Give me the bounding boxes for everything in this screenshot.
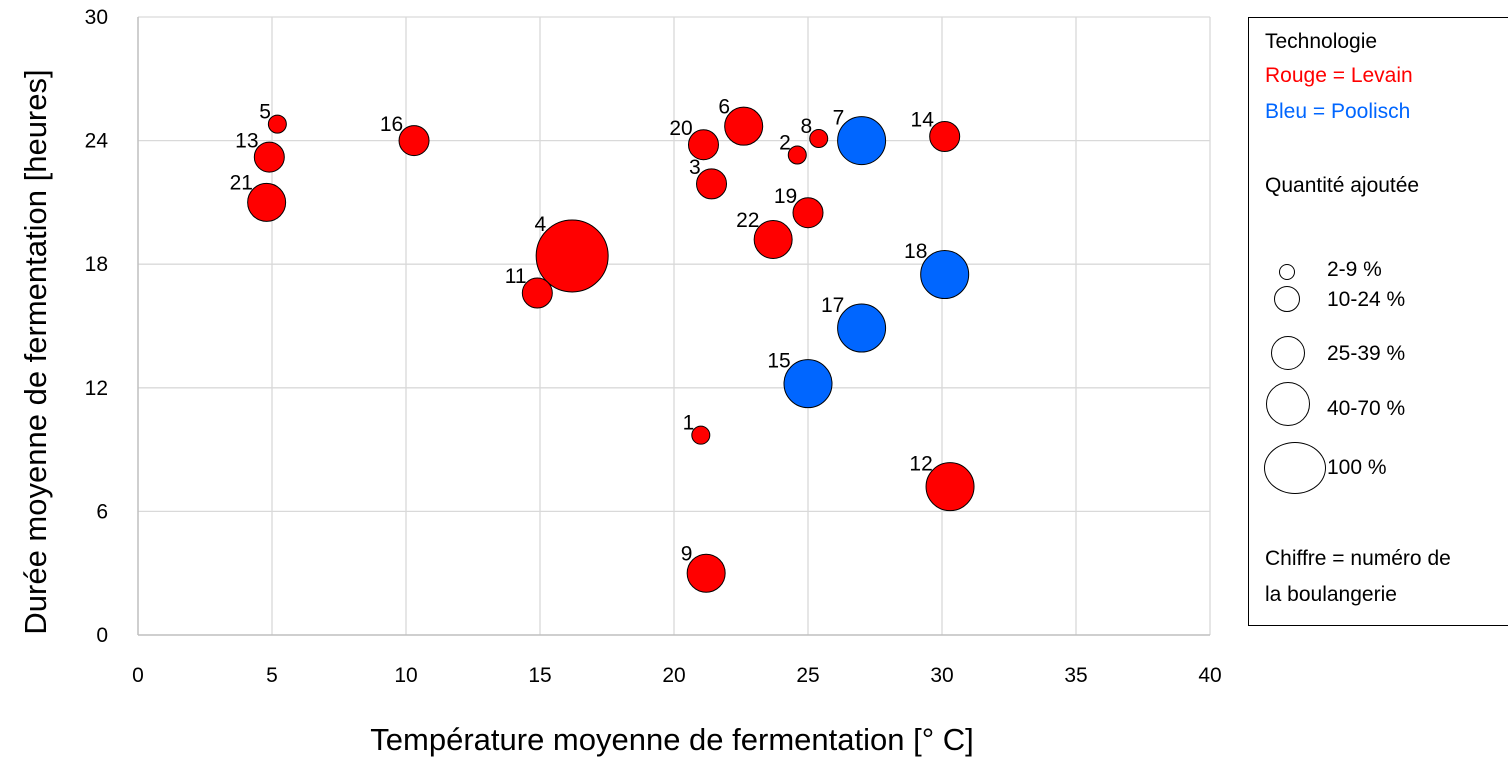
grid-lines (138, 16, 1211, 635)
bubble-13 (253, 141, 285, 173)
bubble-22 (753, 219, 793, 259)
legend-note-line1: Chiffre = numéro de (1265, 547, 1451, 570)
legend-size-label-2: 10-24 % (1327, 288, 1406, 311)
bubbles (247, 106, 975, 593)
bubble-6 (724, 106, 764, 146)
bubble-21 (247, 182, 287, 222)
bubble-15 (783, 359, 833, 409)
x-tick-label: 15 (528, 664, 551, 687)
bubble-label-8: 8 (801, 115, 813, 138)
legend-note-line2: la boulangerie (1265, 583, 1397, 606)
bubble-label-7: 7 (833, 106, 845, 129)
bubble-label-5: 5 (259, 101, 271, 124)
bubble-label-18: 18 (904, 240, 927, 263)
bubble-7 (837, 116, 887, 166)
y-tick-label: 24 (85, 130, 109, 153)
legend: Technologie Rouge = Levain Bleu = Poolis… (1248, 17, 1508, 626)
x-tick-label: 35 (1064, 664, 1087, 687)
legend-size-circle-3 (1271, 336, 1305, 370)
legend-title: Technologie (1265, 30, 1378, 53)
x-tick-label: 5 (266, 664, 278, 687)
bubble-8 (809, 129, 829, 149)
legend-size-circle-4 (1266, 382, 1310, 426)
x-tick-label: 30 (930, 664, 953, 687)
legend-size-title: Quantité ajoutée (1265, 174, 1420, 197)
x-tick-label: 20 (662, 664, 685, 687)
bubble-label-13: 13 (235, 129, 258, 152)
bubble-12 (925, 462, 975, 512)
x-tick-label: 0 (132, 664, 144, 687)
bubble-label-6: 6 (718, 96, 730, 119)
x-tick-label: 10 (394, 664, 417, 687)
bubble-17 (837, 303, 887, 353)
y-axis-title: Durée moyenne de fermentation [heures] (18, 69, 53, 634)
legend-size-circle-5 (1264, 442, 1326, 494)
bubble-label-3: 3 (689, 156, 701, 179)
legend-size-label-1: 2-9 % (1327, 258, 1382, 281)
legend-size-label-3: 25-39 % (1327, 342, 1406, 365)
bubble-label-12: 12 (909, 452, 932, 475)
bubble-3 (696, 168, 728, 200)
bubble-label-9: 9 (681, 543, 693, 566)
bubble-19 (792, 197, 824, 229)
legend-size-circle-2 (1274, 286, 1300, 312)
bubble-label-11: 11 (505, 265, 527, 288)
legend-size-label-5: 100 % (1327, 456, 1387, 479)
legend-size-circle-1 (1279, 264, 1295, 280)
bubble-label-4: 4 (535, 213, 547, 236)
bubble-label-2: 2 (779, 132, 791, 155)
y-tick-label: 6 (96, 500, 108, 523)
bubble-4 (535, 219, 609, 293)
bubble-label-22: 22 (736, 209, 759, 232)
bubble-1 (691, 425, 711, 445)
x-tick-label: 25 (796, 664, 819, 687)
bubble-14 (929, 120, 961, 152)
bubble-label-20: 20 (669, 117, 692, 140)
bubble-label-21: 21 (230, 172, 253, 195)
bubble-label-1: 1 (683, 412, 695, 435)
bubble-18 (920, 250, 970, 299)
legend-levain: Rouge = Levain (1265, 64, 1413, 87)
legend-poolisch: Bleu = Poolisch (1265, 100, 1411, 123)
bubble-5 (267, 114, 287, 134)
bubble-11 (521, 277, 553, 309)
y-tick-label: 18 (85, 253, 108, 276)
bubble-label-17: 17 (821, 294, 844, 317)
y-tick-label: 12 (85, 377, 108, 400)
bubble-label-16: 16 (380, 113, 403, 136)
y-tick-label: 30 (85, 6, 108, 29)
y-tick-label: 0 (96, 624, 108, 647)
bubble-2 (787, 145, 807, 165)
axes (137, 17, 1210, 636)
x-tick-label: 40 (1198, 664, 1221, 687)
bubble-label-19: 19 (774, 185, 797, 208)
bubble-label-15: 15 (767, 349, 790, 372)
bubble-20 (687, 129, 719, 161)
bubble-9 (686, 553, 726, 593)
bubble-label-14: 14 (911, 109, 935, 132)
legend-size-label-4: 40-70 % (1327, 397, 1406, 420)
bubble-16 (398, 125, 430, 157)
x-axis-title: Température moyenne de fermentation [° C… (370, 722, 973, 757)
